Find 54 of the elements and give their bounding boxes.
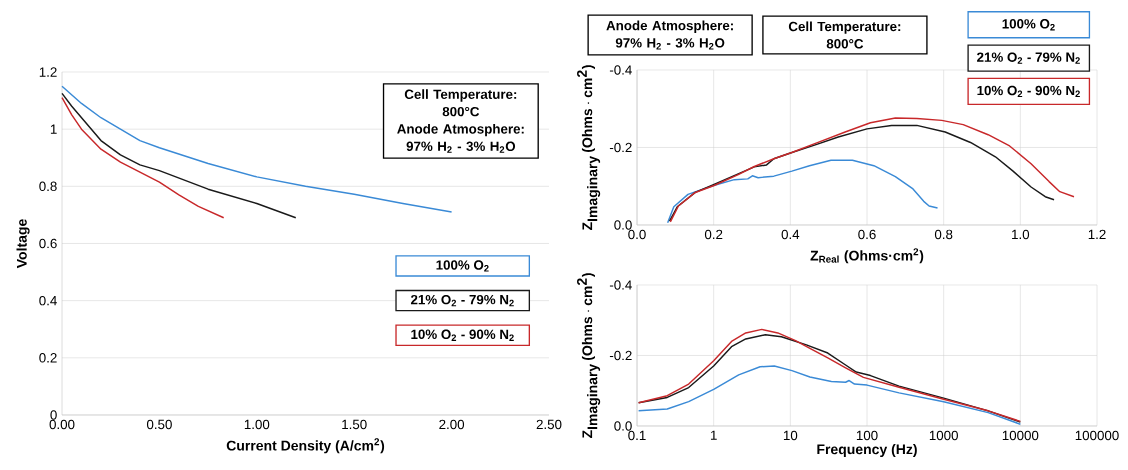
- line-series: [666, 159, 939, 224]
- x-tick-label: 0.0: [628, 229, 646, 240]
- y-tick-label: 0.2: [39, 353, 57, 363]
- text: 97% H$_{2}$ - 3% H$_{2}$O: [615, 38, 725, 50]
- annotation: Cell Temperature:: [404, 89, 517, 102]
- x-tick-label: 1.00: [244, 419, 270, 430]
- y-tick-label: -0.2: [609, 350, 632, 361]
- y-tick-label: -0.4: [609, 65, 632, 75]
- text: 21% O$_{2}$ - 79% N$_{2}$: [410, 294, 514, 307]
- text: 800°C: [826, 39, 864, 49]
- text: 21% O$_{2}$ - 79% N$_{2}$: [977, 52, 1080, 64]
- x-tick-label: 1.50: [342, 419, 367, 430]
- x-tick-label: 1.2: [1088, 229, 1106, 240]
- annotation: Anode Atmosphere:: [397, 123, 524, 137]
- y-tick-label: -0.2: [609, 142, 632, 153]
- x-tick-label: 10000: [1002, 430, 1039, 441]
- x-axis-title: Current Density (A/cm$^{2}$): [226, 438, 385, 454]
- x-tick-label: 0.1: [628, 430, 646, 441]
- x-tick-label: 100: [856, 430, 878, 441]
- y-tick-label: 0: [50, 410, 57, 420]
- y-tick-label: -0.4: [609, 280, 632, 290]
- y-axis-title: $\textbf{Z}_{\textbf{Imaginary}}\,\textbf{(Ohms}\cdot\textbf{cm}^{\textbf{2}}\textbf{)}$: [577, 273, 601, 439]
- text: 100% O$_{2}$: [1002, 19, 1055, 31]
- x-tick-label: 0.2: [704, 229, 723, 240]
- x-tick-label: 0.8: [934, 229, 953, 240]
- x-axis-title: Frequency (Hz): [817, 443, 917, 458]
- x-tick-label: 0.00: [49, 419, 75, 430]
- y-tick-label: 0.4: [39, 295, 57, 306]
- x-tick-label: 2.50: [536, 419, 562, 430]
- text: Anode Atmosphere:: [606, 20, 733, 33]
- x-tick-label: 0.4: [781, 229, 800, 240]
- x-axis-title: Z$_{Real}$ (Ohms·cm$^{2}$): [810, 248, 924, 264]
- y-tick-label: 1.2: [39, 67, 57, 77]
- y-tick-label: 0.0: [614, 220, 632, 230]
- y-axis-title: $\textbf{Voltage}$: [16, 219, 30, 269]
- y-tick-label: 0.8: [39, 181, 57, 192]
- annotation: 800°C: [442, 106, 480, 117]
- x-tick-label: 1.0: [1012, 229, 1030, 240]
- x-tick-label: 100000: [1075, 430, 1119, 441]
- y-tick-label: 0.6: [39, 238, 57, 249]
- x-tick-label: 1: [710, 430, 717, 440]
- text: 100% O$_{2}$: [436, 260, 489, 272]
- annotation: 97% H$_{2}$ - 3% H$_{2}$O: [406, 141, 516, 153]
- x-tick-label: 0.6: [858, 229, 876, 240]
- x-tick-label: 2.00: [439, 419, 465, 430]
- x-tick-label: 10: [783, 430, 798, 441]
- y-axis-title: $\textbf{Z}_{\textbf{Imaginary}}\,\textbf{(Ohms}\cdot\textbf{cm}^{\textbf{2}}\textbf{)}$: [577, 65, 601, 231]
- text: 10% O$_{2}$ - 90% N$_{2}$: [977, 85, 1080, 98]
- x-tick-label: 0.50: [146, 419, 172, 430]
- line-series: [61, 96, 225, 219]
- text: 10% O$_{2}$ - 90% N$_{2}$: [411, 329, 514, 341]
- y-tick-label: 1: [50, 124, 57, 134]
- x-tick-label: 1000: [929, 430, 958, 441]
- text: Cell Temperature:: [788, 21, 901, 34]
